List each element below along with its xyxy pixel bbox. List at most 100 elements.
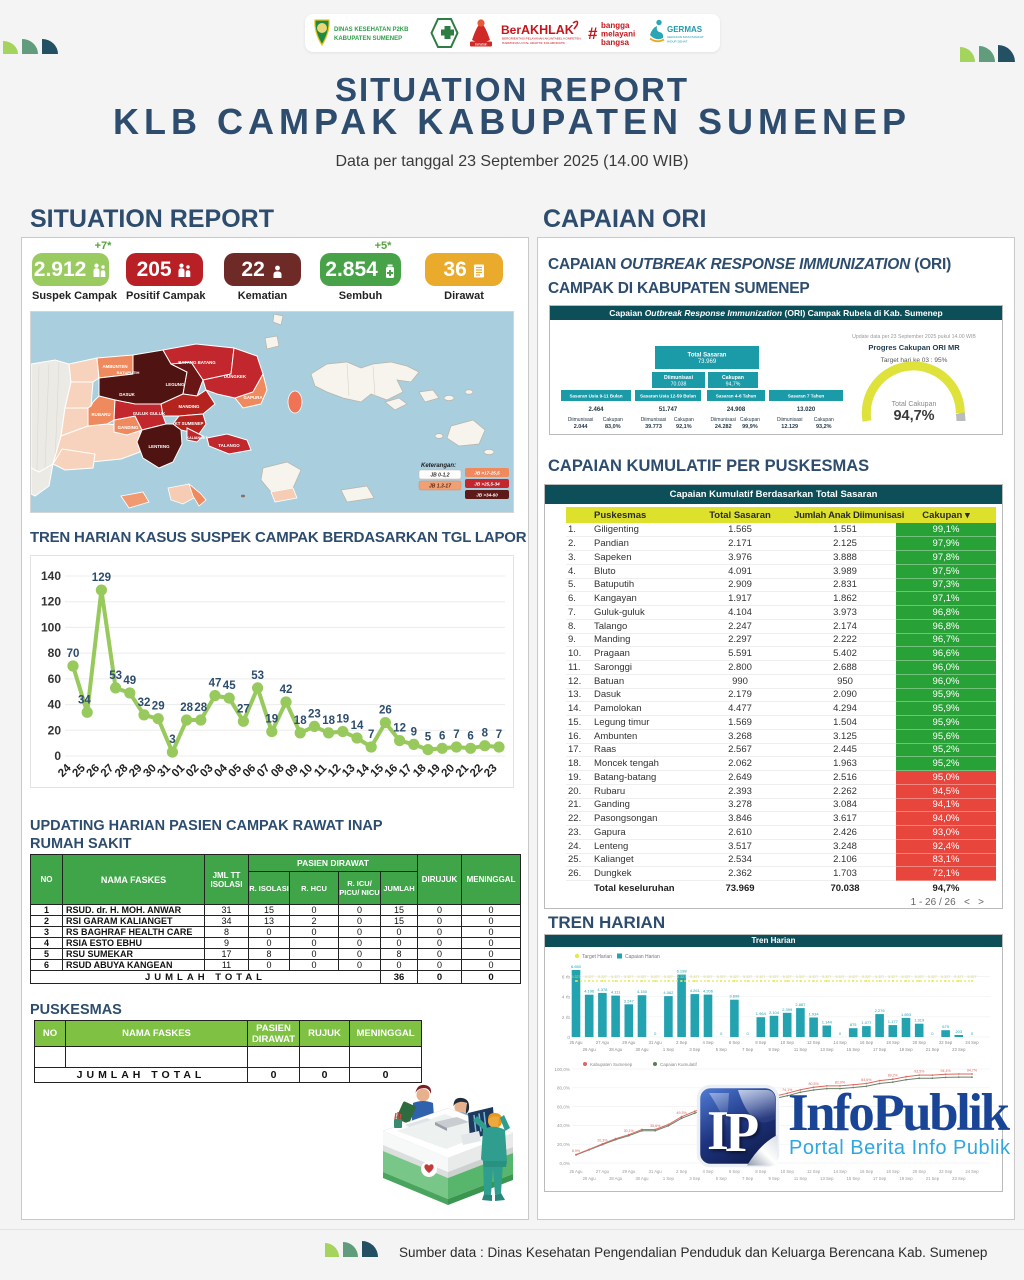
svg-text:7: 7	[368, 729, 374, 741]
svg-text:5.327: 5.327	[651, 975, 660, 979]
svg-text:1.144: 1.144	[822, 1020, 833, 1025]
svg-text:3 Sep: 3 Sep	[689, 1047, 701, 1052]
svg-text:49,3%: 49,3%	[676, 1111, 687, 1115]
svg-text:14 Sep: 14 Sep	[833, 1040, 847, 1045]
svg-text:AMBUNTEN: AMBUNTEN	[102, 364, 127, 369]
svg-text:4 Sep: 4 Sep	[703, 1040, 715, 1045]
svg-text:5.327: 5.327	[717, 975, 726, 979]
svg-text:70: 70	[67, 648, 80, 660]
svg-text:21 Sep: 21 Sep	[926, 1176, 940, 1181]
svg-text:7 Sep: 7 Sep	[742, 1176, 754, 1181]
svg-text:5.327: 5.327	[624, 975, 633, 979]
svg-text:0: 0	[746, 1031, 749, 1036]
svg-text:1.893: 1.893	[901, 1012, 912, 1017]
svg-text:6 rb: 6 rb	[562, 975, 571, 981]
svg-text:8 Sep: 8 Sep	[755, 1169, 767, 1174]
svg-text:KALIANGET: KALIANGET	[187, 436, 209, 440]
svg-text:1.934: 1.934	[809, 1012, 820, 1017]
svg-text:Cakupan: Cakupan	[674, 417, 694, 423]
svg-text:TALANGO: TALANGO	[218, 443, 240, 448]
svg-text:12: 12	[393, 723, 406, 735]
svg-text:94,7%: 94,7%	[726, 382, 741, 388]
svg-text:49: 49	[123, 675, 136, 687]
svg-text:84,6%: 84,6%	[861, 1078, 872, 1082]
svg-text:26 Agu: 26 Agu	[583, 1047, 597, 1052]
svg-text:GAPURA: GAPURA	[243, 395, 263, 400]
svg-text:19 Sep: 19 Sep	[899, 1176, 913, 1181]
svg-text:Target Harian: Target Harian	[582, 954, 612, 960]
svg-text:22 Sep: 22 Sep	[939, 1040, 953, 1045]
svg-text:5.327: 5.327	[638, 975, 647, 979]
svg-text:Sasaran 7 Tahun: Sasaran 7 Tahun	[788, 394, 825, 399]
svg-text:5.327: 5.327	[756, 975, 765, 979]
svg-text:94,7%: 94,7%	[893, 408, 934, 424]
svg-text:Target hari ke 03 : 95%: Target hari ke 03 : 95%	[881, 357, 948, 364]
svg-text:28: 28	[180, 702, 193, 714]
svg-text:19: 19	[336, 714, 349, 726]
svg-text:80,5%: 80,5%	[808, 1082, 819, 1086]
svg-text:5.327: 5.327	[822, 975, 831, 979]
svg-text:10 Sep: 10 Sep	[781, 1040, 795, 1045]
svg-text:P: P	[725, 1102, 759, 1164]
svg-text:92,1%: 92,1%	[676, 424, 692, 430]
svg-text:93,5%: 93,5%	[914, 1070, 925, 1074]
svg-text:Keterangan:: Keterangan:	[421, 463, 456, 469]
svg-text:51.747: 51.747	[659, 407, 678, 413]
svg-text:JB >25,5-34: JB >25,5-34	[474, 482, 500, 487]
svg-text:20 Sep: 20 Sep	[913, 1169, 927, 1174]
svg-text:0: 0	[720, 1031, 723, 1036]
svg-text:100,0%: 100,0%	[554, 1067, 570, 1072]
svg-text:29 Agu: 29 Agu	[622, 1040, 636, 1045]
svg-text:15 Sep: 15 Sep	[847, 1047, 861, 1052]
svg-text:4.196: 4.196	[584, 989, 595, 994]
svg-text:4.261: 4.261	[690, 988, 701, 993]
svg-text:23: 23	[482, 762, 500, 780]
svg-text:26 Agu: 26 Agu	[583, 1176, 597, 1181]
svg-text:JB 0-1,2: JB 0-1,2	[430, 473, 449, 479]
svg-text:23 Sep: 23 Sep	[952, 1047, 966, 1052]
svg-text:5.327: 5.327	[836, 975, 845, 979]
svg-text:80,0%: 80,0%	[557, 1086, 570, 1091]
svg-text:22 Sep: 22 Sep	[939, 1169, 953, 1174]
svg-text:BATUPUTIH: BATUPUTIH	[117, 370, 140, 375]
svg-text:5.327: 5.327	[809, 975, 818, 979]
svg-text:4.062: 4.062	[663, 990, 674, 995]
svg-text:45: 45	[223, 680, 236, 692]
svg-text:13 Sep: 13 Sep	[820, 1176, 834, 1181]
svg-text:5.327: 5.327	[770, 975, 779, 979]
svg-text:7 Sep: 7 Sep	[742, 1047, 754, 1052]
svg-text:2.044: 2.044	[574, 424, 589, 430]
svg-text:9 Sep: 9 Sep	[769, 1176, 781, 1181]
svg-text:2.104: 2.104	[769, 1010, 780, 1015]
svg-text:LEGUNG: LEGUNG	[166, 382, 185, 387]
svg-text:LENTENG: LENTENG	[149, 444, 171, 449]
svg-text:GERMAS: GERMAS	[667, 25, 703, 34]
svg-text:5: 5	[425, 732, 432, 744]
svg-text:I: I	[707, 1100, 729, 1162]
svg-text:5.327: 5.327	[968, 975, 977, 979]
svg-text:18: 18	[322, 715, 335, 727]
svg-text:60: 60	[48, 672, 62, 686]
svg-text:0: 0	[931, 1031, 934, 1036]
svg-text:2 rb: 2 rb	[562, 1015, 571, 1021]
svg-text:1.319: 1.319	[914, 1018, 925, 1023]
svg-text:83,0%: 83,0%	[605, 424, 621, 430]
svg-text:16 Sep: 16 Sep	[860, 1040, 874, 1045]
svg-text:203: 203	[955, 1029, 962, 1034]
svg-text:19 Sep: 19 Sep	[899, 1047, 913, 1052]
svg-text:73.969: 73.969	[698, 359, 717, 365]
svg-text:2.276: 2.276	[875, 1008, 886, 1013]
svg-text:1.077: 1.077	[861, 1020, 872, 1025]
svg-text:5.327: 5.327	[611, 975, 620, 979]
svg-text:30,1%: 30,1%	[624, 1129, 635, 1133]
svg-text:MANDING: MANDING	[179, 404, 201, 409]
svg-text:JB >34-60: JB >34-60	[476, 493, 498, 498]
svg-text:Kabupaten Sumenep: Kabupaten Sumenep	[590, 1062, 633, 1067]
svg-text:5.327: 5.327	[743, 975, 752, 979]
svg-text:3.247: 3.247	[624, 998, 635, 1003]
svg-text:Cakupan: Cakupan	[740, 417, 760, 423]
svg-text:15 Sep: 15 Sep	[847, 1176, 861, 1181]
svg-text:18 Sep: 18 Sep	[886, 1040, 900, 1045]
svg-text:Sehatlah: Sehatlah	[475, 43, 488, 47]
svg-text:26: 26	[379, 705, 392, 717]
